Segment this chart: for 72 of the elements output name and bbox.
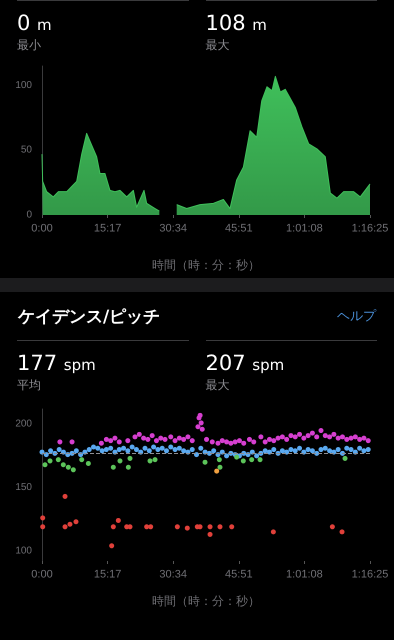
point	[67, 522, 72, 527]
point	[48, 458, 53, 464]
point	[42, 462, 48, 468]
text: 最大	[206, 37, 230, 53]
y-tick-label: 0	[26, 210, 32, 220]
point	[40, 515, 46, 520]
text: 108 m	[206, 11, 268, 37]
text: 0 m	[17, 11, 53, 37]
point	[148, 524, 154, 530]
point	[66, 464, 71, 470]
point	[229, 524, 234, 530]
text: 平均	[17, 377, 42, 393]
point	[216, 457, 222, 462]
point	[340, 529, 345, 534]
point	[79, 457, 84, 462]
point	[240, 458, 246, 464]
point	[62, 524, 68, 530]
point	[148, 458, 153, 464]
point	[152, 457, 158, 462]
y-tick-label: 100	[15, 80, 32, 91]
text: 最小	[17, 37, 42, 53]
point	[234, 454, 240, 460]
point	[214, 468, 220, 474]
chart-title: ケイデンス/ピッチ	[18, 306, 160, 328]
x-tick-label: 1:01:08	[286, 568, 323, 580]
point	[60, 462, 66, 468]
text: 207 spm	[206, 351, 286, 377]
y-tick-label: 100	[15, 545, 32, 556]
x-tick-label: 1:16:25	[352, 222, 388, 234]
x-tick-label: 45:51	[225, 222, 253, 234]
point	[217, 464, 222, 470]
x-tick-label: 1:16:25	[352, 568, 388, 580]
point	[116, 518, 121, 523]
text: 最大	[206, 377, 230, 393]
point	[208, 532, 213, 537]
point	[62, 494, 68, 499]
point	[40, 524, 46, 530]
point	[110, 524, 116, 530]
point	[330, 524, 335, 530]
x-axis-title: 時間（時：分：秒）	[152, 258, 260, 272]
x-tick-label: 30:34	[159, 568, 187, 580]
point	[117, 458, 122, 464]
point	[126, 464, 131, 470]
point	[109, 543, 114, 548]
y-tick-label: 150	[15, 482, 32, 494]
point	[249, 457, 254, 462]
point	[258, 457, 263, 462]
point	[56, 457, 61, 462]
y-tick-label: 50	[20, 144, 32, 156]
point	[342, 456, 348, 461]
text: ヘルプ	[337, 308, 376, 325]
x-axis-title: 時間（時：分：秒）	[152, 594, 260, 608]
point	[217, 524, 222, 530]
y-tick-label: 200	[15, 418, 32, 430]
point	[73, 519, 78, 524]
point	[270, 529, 276, 534]
point	[127, 456, 132, 461]
point	[86, 460, 91, 466]
point	[70, 467, 76, 472]
x-tick-label: 0:00	[31, 222, 53, 234]
point	[184, 526, 190, 531]
x-tick-label: 0:00	[31, 568, 53, 580]
point	[202, 460, 208, 465]
text: 177 spm	[17, 351, 97, 377]
x-tick-label: 15:17	[94, 222, 122, 234]
x-tick-label: 1:01:08	[286, 222, 323, 234]
x-tick-label: 30:34	[159, 222, 187, 234]
point	[208, 524, 213, 530]
x-tick-label: 15:17	[94, 568, 122, 580]
point	[110, 464, 116, 470]
point	[174, 524, 180, 530]
x-tick-label: 45:51	[225, 568, 253, 580]
